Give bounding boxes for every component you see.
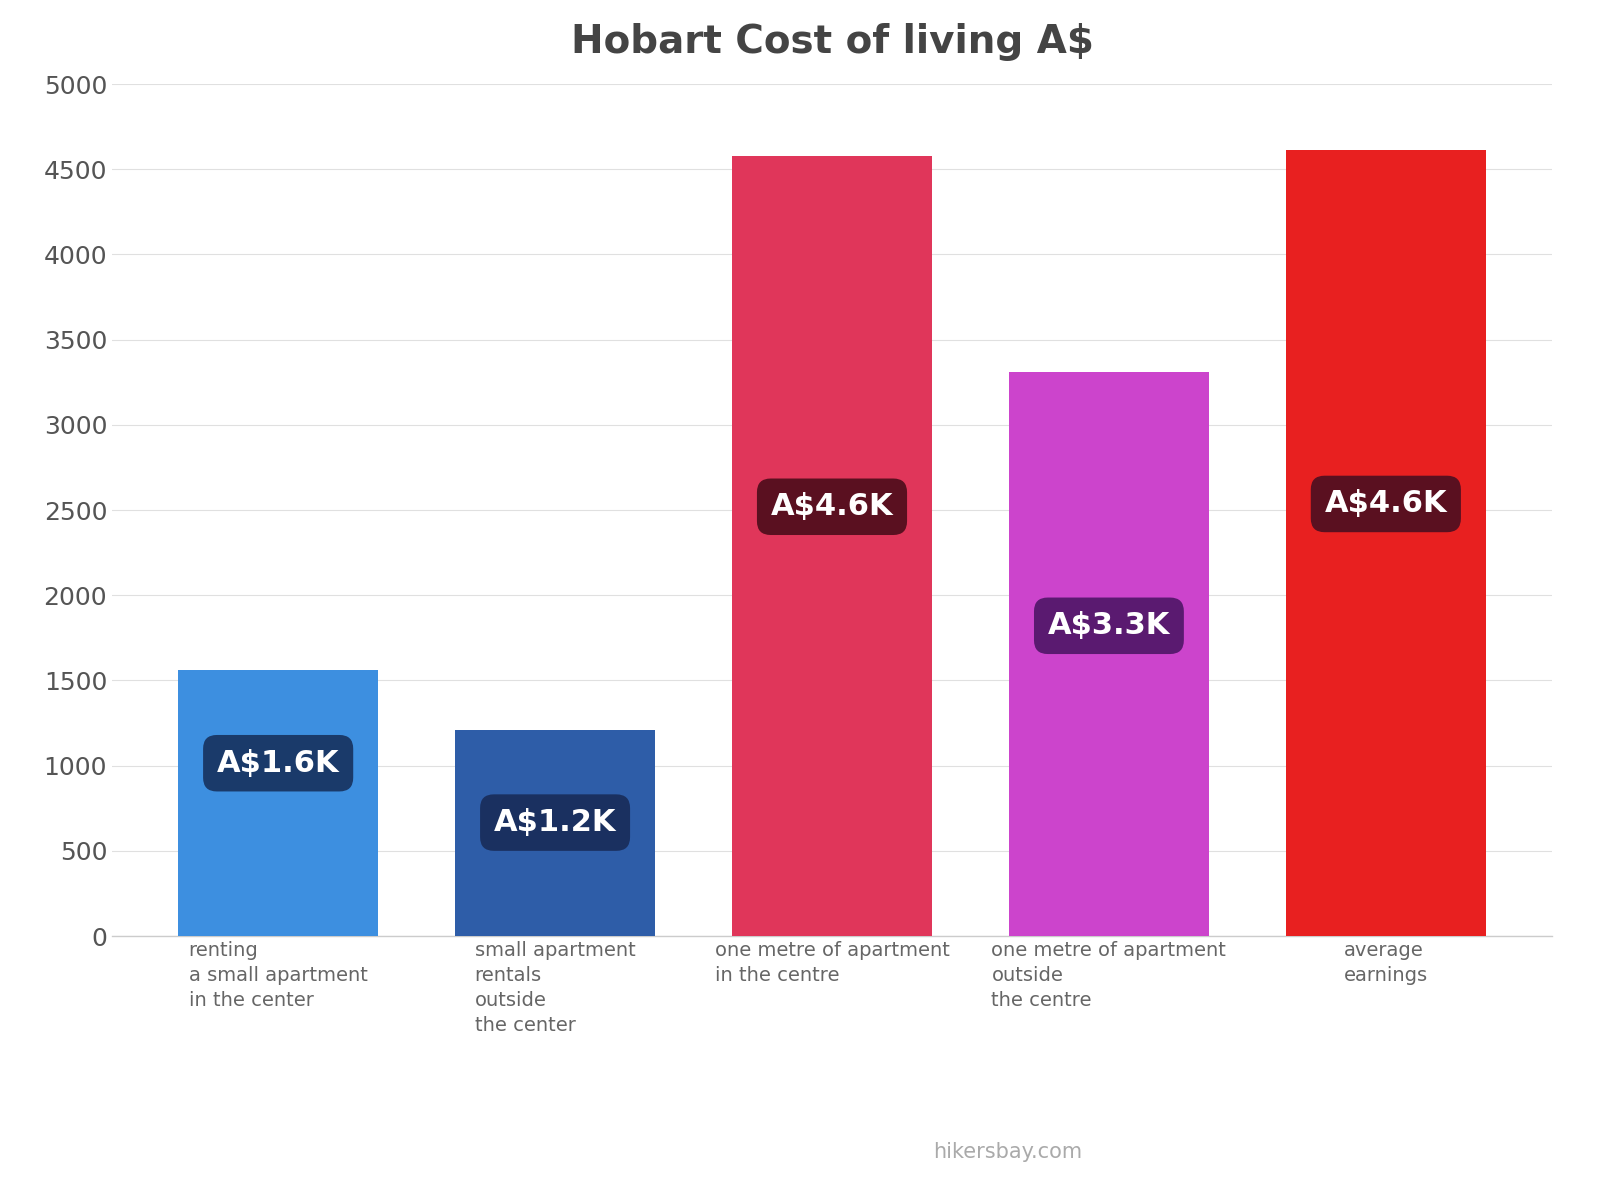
- Title: Hobart Cost of living A$: Hobart Cost of living A$: [571, 24, 1093, 61]
- Text: A$1.6K: A$1.6K: [218, 749, 339, 778]
- Bar: [1286, 150, 1485, 936]
- Bar: [456, 730, 654, 936]
- Text: A$4.6K: A$4.6K: [1325, 490, 1446, 518]
- Bar: [179, 670, 378, 936]
- Bar: [1010, 372, 1208, 936]
- Bar: [733, 156, 931, 936]
- Text: hikersbay.com: hikersbay.com: [933, 1142, 1083, 1162]
- Text: A$4.6K: A$4.6K: [771, 492, 893, 521]
- Text: A$1.2K: A$1.2K: [494, 808, 616, 838]
- Text: A$3.3K: A$3.3K: [1048, 611, 1170, 641]
